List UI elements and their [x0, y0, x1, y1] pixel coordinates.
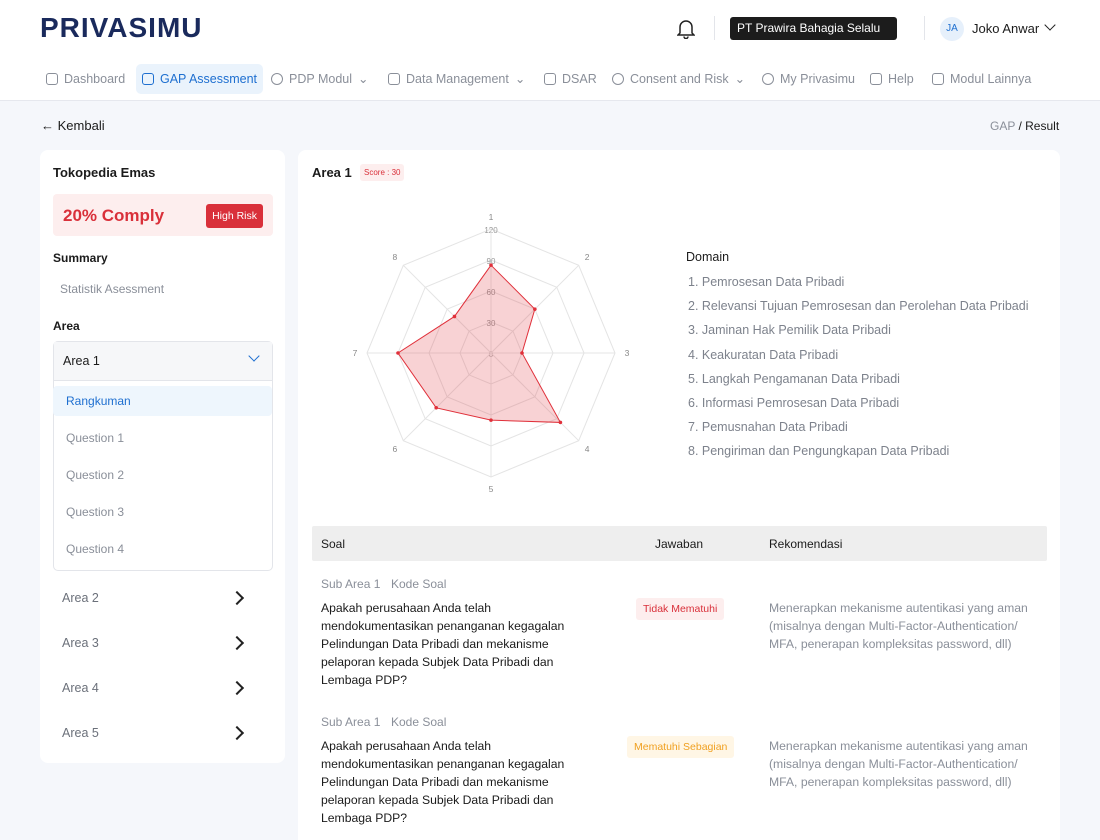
domain-item: 2. Relevansi Tujuan Pemrosesan dan Perol… [688, 299, 1029, 314]
area-item[interactable]: Area 4 [62, 680, 262, 696]
nav-item[interactable]: PDP Modul ⌄ [265, 64, 374, 94]
radar-point [520, 351, 524, 355]
nav-item[interactable]: GAP Assessment [136, 64, 264, 94]
axis-label: 4 [585, 444, 590, 454]
table-header: Soal Jawaban Rekomendasi [312, 526, 1047, 561]
question: Apakah perusahaan Anda telah mendokument… [321, 601, 565, 687]
column-header: Soal [321, 537, 346, 551]
domain-item: 5. Langkah Pengamanan Data Pribadi [688, 371, 900, 386]
chevron[interactable] [229, 590, 245, 606]
area-label[interactable]: Area 2 [62, 591, 99, 605]
chevron[interactable] [229, 725, 245, 741]
axis-label: 7 [353, 348, 358, 358]
answer-badge: Tidak Mematuhi [636, 598, 725, 620]
nav-item[interactable]: Data Management ⌄ [382, 64, 531, 94]
domain-item: 6. Informasi Pemrosesan Data Pribadi [688, 396, 900, 410]
chevron[interactable] [229, 635, 245, 651]
radar-point [434, 406, 438, 410]
recommendation: Menerapkan mekanisme autentikasi yang am… [769, 601, 1028, 651]
area-open-header[interactable]: Area 1 [54, 342, 272, 381]
comply-box: 20% Comply High Risk [53, 194, 273, 236]
sub-item[interactable]: Question 2 [66, 468, 125, 482]
company-name: PT Prawira Bahagia Selalu [737, 21, 881, 35]
radar-point [558, 420, 563, 425]
sidebar-title: Tokopedia Emas [53, 165, 156, 180]
domain-item: 3. Jaminan Hak Pemilik Data Pribadi [688, 323, 891, 338]
column-header: Rekomendasi [769, 537, 843, 551]
nav-item[interactable]: My Privasimu [756, 64, 861, 94]
area-label[interactable]: Area 4 [62, 681, 99, 695]
summary-item[interactable]: Statistik Asessment [60, 282, 165, 296]
column-header: Jawaban [655, 537, 704, 551]
area-item[interactable]: Area 5 [62, 725, 262, 741]
spoke [402, 352, 492, 442]
chevron[interactable] [229, 680, 245, 696]
avatar[interactable]: JA [940, 17, 964, 41]
domain-item: 1. Pemrosesan Data Pribadi [688, 275, 845, 289]
logo[interactable]: PRIVASIMU [40, 12, 203, 43]
domain-item: 7. Pemusnahan Data Pribadi [688, 420, 848, 435]
question-code: Kode Soal [391, 577, 447, 591]
domain-heading: Domain [686, 250, 730, 264]
sub-item[interactable]: Question 4 [66, 542, 125, 556]
breadcrumb: GAP / Result [990, 119, 1060, 133]
radar-point [533, 307, 537, 311]
comply: 20% Comply [63, 206, 165, 225]
answer-badge: Mematuhi Sebagian [627, 736, 735, 758]
score-badge: Score : 30 [360, 164, 405, 181]
axis-label: 3 [625, 348, 630, 358]
nav-item[interactable]: Help [864, 64, 920, 94]
sub-item[interactable]: Rangkuman [53, 386, 272, 416]
area-heading: Area [53, 319, 80, 333]
sub-item[interactable]: Question 1 [66, 431, 125, 445]
bell-icon[interactable] [677, 19, 695, 39]
domain-item: 8. Pengiriman dan Pengungkapan Data Prib… [688, 444, 950, 459]
nav-item[interactable]: Dashboard [40, 64, 131, 94]
result-panel [298, 150, 1060, 840]
spoke [402, 264, 492, 354]
risk-badge: High Risk [206, 204, 263, 228]
area-label[interactable]: Area 3 [62, 636, 99, 650]
sub-item[interactable]: Question 3 [66, 505, 125, 519]
radar-area [397, 264, 562, 423]
area-accordion: Area 1 [53, 341, 273, 571]
area-open[interactable]: Area 1 [63, 354, 100, 368]
area-item[interactable]: Area 2 [62, 590, 262, 606]
spoke [490, 352, 580, 442]
axis-label: 8 [392, 252, 397, 262]
question: Apakah perusahaan Anda telah mendokument… [321, 739, 565, 825]
recommendation: Menerapkan mekanisme autentikasi yang am… [769, 739, 1028, 789]
summary-heading: Summary [53, 251, 108, 265]
nav-item[interactable]: Modul Lainnya [926, 64, 1037, 94]
sub-area: Sub Area 1 [321, 577, 381, 591]
user-name[interactable]: Joko Anwar [972, 21, 1040, 36]
axis-label: 6 [392, 444, 397, 454]
sidebar: Tokopedia Emas 20% Comply High Risk Summ… [40, 150, 285, 763]
area-item[interactable]: Area 3 [62, 635, 262, 651]
domain-item: 4. Keakuratan Data Pribadi [688, 347, 839, 362]
radar-point [489, 418, 493, 422]
axis-label: 2 [585, 252, 590, 262]
company-select[interactable]: PT Prawira Bahagia Selalu [730, 17, 909, 40]
radar-point [396, 351, 400, 355]
axis-label: 5 [489, 484, 494, 494]
radar-point [489, 263, 493, 267]
area-label[interactable]: Area 5 [62, 726, 99, 740]
back-link[interactable]: ← Kembali [41, 118, 105, 133]
nav-item[interactable]: DSAR [538, 64, 603, 94]
sub-area: Sub Area 1 [321, 715, 381, 729]
area-title: Area 1 [312, 165, 352, 180]
nav-item[interactable]: Consent and Risk ⌄ [606, 64, 751, 94]
axis-label: 1 [489, 212, 494, 222]
top-bar: PRIVASIMU PT Prawira Bahagia Selalu JA J… [0, 0, 1100, 101]
question-code: Kode Soal [391, 715, 447, 729]
radar-point [452, 314, 457, 319]
